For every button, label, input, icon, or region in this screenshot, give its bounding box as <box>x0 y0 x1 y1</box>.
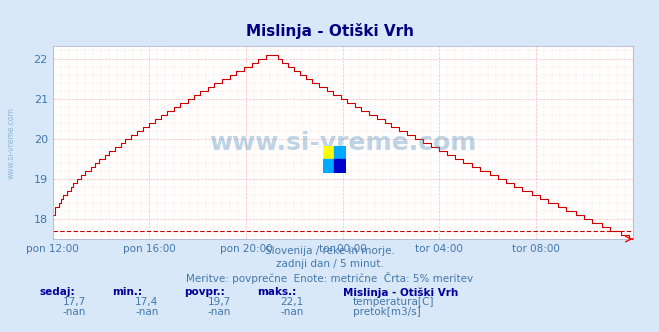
Text: temperatura[C]: temperatura[C] <box>353 297 434 307</box>
Text: pretok[m3/s]: pretok[m3/s] <box>353 307 420 317</box>
Text: -nan: -nan <box>280 307 303 317</box>
Text: -nan: -nan <box>135 307 158 317</box>
Text: Slovenija / reke in morje.: Slovenija / reke in morje. <box>264 246 395 256</box>
Bar <box>323 146 335 159</box>
Text: Mislinja - Otiški Vrh: Mislinja - Otiški Vrh <box>246 23 413 39</box>
Bar <box>335 159 346 173</box>
Text: -nan: -nan <box>208 307 231 317</box>
Text: -nan: -nan <box>63 307 86 317</box>
Text: Mislinja - Otiški Vrh: Mislinja - Otiški Vrh <box>343 287 458 298</box>
Bar <box>323 159 335 173</box>
Text: zadnji dan / 5 minut.: zadnji dan / 5 minut. <box>275 259 384 269</box>
Text: Meritve: povprečne  Enote: metrične  Črta: 5% meritev: Meritve: povprečne Enote: metrične Črta:… <box>186 272 473 284</box>
Text: povpr.:: povpr.: <box>185 287 225 297</box>
Text: 17,7: 17,7 <box>63 297 86 307</box>
Text: maks.:: maks.: <box>257 287 297 297</box>
Text: www.si-vreme.com: www.si-vreme.com <box>7 107 16 179</box>
Text: 17,4: 17,4 <box>135 297 158 307</box>
Bar <box>335 146 346 159</box>
Text: sedaj:: sedaj: <box>40 287 75 297</box>
Text: 22,1: 22,1 <box>280 297 303 307</box>
Text: 19,7: 19,7 <box>208 297 231 307</box>
Text: www.si-vreme.com: www.si-vreme.com <box>209 131 476 155</box>
Text: min.:: min.: <box>112 287 142 297</box>
